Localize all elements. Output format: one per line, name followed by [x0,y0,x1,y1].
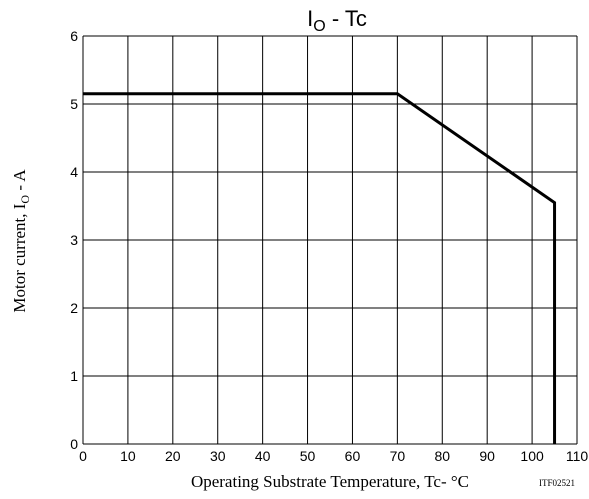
x-tick-label-1: 10 [120,448,136,464]
chart-title-subscript: O [313,18,325,35]
series-group [83,92,557,444]
x-tick-label-4: 40 [255,448,271,464]
figure-code: ITF02521 [539,478,575,488]
x-tick-label-0: 0 [79,448,87,464]
x-tick-label-6: 60 [345,448,361,464]
x-tick-label-5: 50 [300,448,316,464]
y-tick-label-1: 1 [70,368,78,384]
y-tick-label-6: 6 [70,28,78,44]
chart-title: IO - Tc [307,6,367,35]
x-tick-label-9: 90 [479,448,495,464]
y-tick-label-3: 3 [70,232,78,248]
x-tick-label-10: 100 [520,448,544,464]
y-tick-label-2: 2 [70,300,78,316]
x-tick-label-11: 110 [566,448,589,464]
x-axis-label: Operating Substrate Temperature, Tc- °C [191,472,469,491]
x-tick-labels: 0 10 20 30 40 50 60 70 80 90 100 110 [79,448,588,464]
x-tick-label-7: 70 [390,448,406,464]
x-tick-label-8: 80 [434,448,450,464]
y-tick-label-5: 5 [70,96,78,112]
y-axis-label-subscript: O [18,195,32,204]
y-tick-label-0: 0 [70,436,78,452]
series-line-0 [83,92,557,444]
y-tick-label-4: 4 [70,164,78,180]
x-tick-label-3: 30 [210,448,226,464]
y-tick-labels: 0 1 2 3 4 5 6 [70,28,78,452]
x-tick-label-2: 20 [165,448,181,464]
y-axis-label: Motor current, IO - A [10,169,32,313]
grid [82,35,578,445]
